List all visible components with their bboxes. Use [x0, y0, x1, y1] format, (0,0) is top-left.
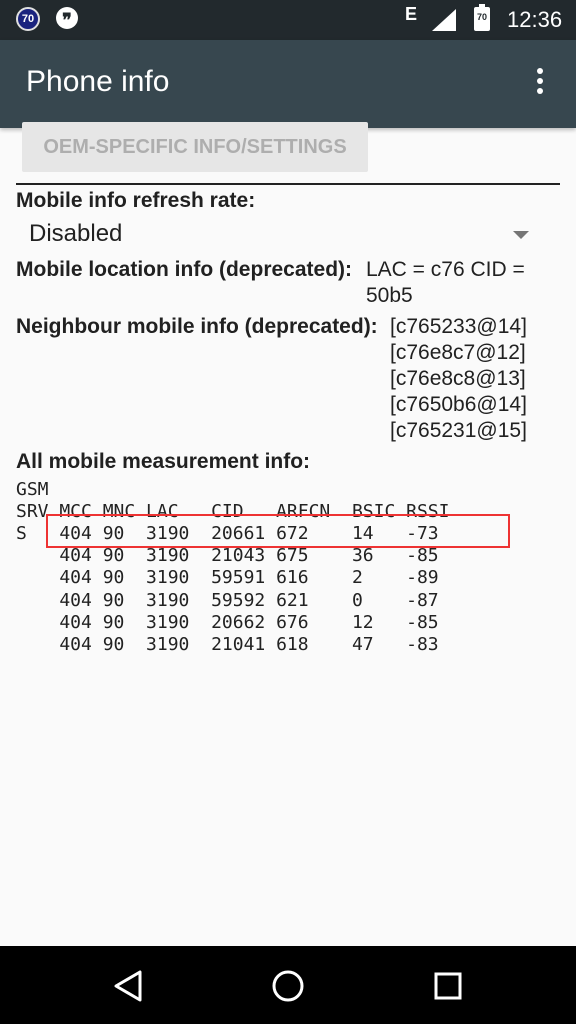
neighbour-item: [c765231@15] [390, 419, 527, 442]
back-icon[interactable] [106, 964, 150, 1008]
measurement-row: S 404 90 3190 20661 672 14 -73 [16, 523, 439, 544]
dropdown-arrow-icon [513, 231, 529, 239]
neighbour-item: [c76e8c7@12] [390, 341, 526, 364]
navigation-bar [0, 946, 576, 1024]
measurement-info-label: All mobile measurement info: [16, 450, 311, 473]
app-bar: Phone info [0, 40, 576, 128]
measurement-row: 404 90 3190 21041 618 47 -83 [16, 634, 439, 655]
divider [16, 183, 560, 185]
refresh-rate-value: Disabled [29, 220, 123, 247]
measurement-row: 404 90 3190 21043 675 36 -85 [16, 545, 439, 566]
serving-cell-highlight [46, 514, 510, 548]
clock: 12:36 [507, 7, 563, 32]
refresh-rate-spinner[interactable]: Disabled [16, 214, 546, 258]
battery-icon: 70 [474, 4, 490, 31]
location-info-label: Mobile location info (deprecated): [16, 258, 353, 281]
neighbour-item: [c765233@14] [390, 315, 527, 338]
location-info-value-1: LAC = c76 CID = [366, 258, 525, 281]
status-bar: 70 ❞ E 70 12:36 [0, 0, 576, 40]
measurement-header: SRV MCC MNC LAC CID ARFCN BSIC RSSI [16, 501, 450, 522]
signal-icon [432, 9, 456, 31]
home-icon[interactable] [266, 964, 310, 1008]
neighbour-item: [c7650b6@14] [390, 393, 527, 416]
page-title: Phone info [26, 65, 170, 98]
location-info-value-2: 50b5 [366, 284, 413, 307]
recents-icon[interactable] [426, 964, 470, 1008]
measurement-line: GSM [16, 479, 49, 500]
measurement-row: 404 90 3190 59592 621 0 -87 [16, 590, 439, 611]
refresh-rate-label: Mobile info refresh rate: [16, 189, 256, 212]
neighbour-item: [c76e8c8@13] [390, 367, 526, 390]
measurement-row: 404 90 3190 20662 676 12 -85 [16, 612, 439, 633]
neighbour-info-label: Neighbour mobile info (deprecated): [16, 315, 378, 338]
hangouts-icon: ❞ [56, 7, 78, 30]
more-vert-icon[interactable] [526, 64, 554, 104]
notification-badge-icon: 70 [16, 7, 40, 31]
oem-settings-button[interactable]: OEM-SPECIFIC INFO/SETTINGS [22, 122, 368, 172]
measurement-row: 404 90 3190 59591 616 2 -89 [16, 567, 439, 588]
network-type: E [405, 4, 418, 24]
